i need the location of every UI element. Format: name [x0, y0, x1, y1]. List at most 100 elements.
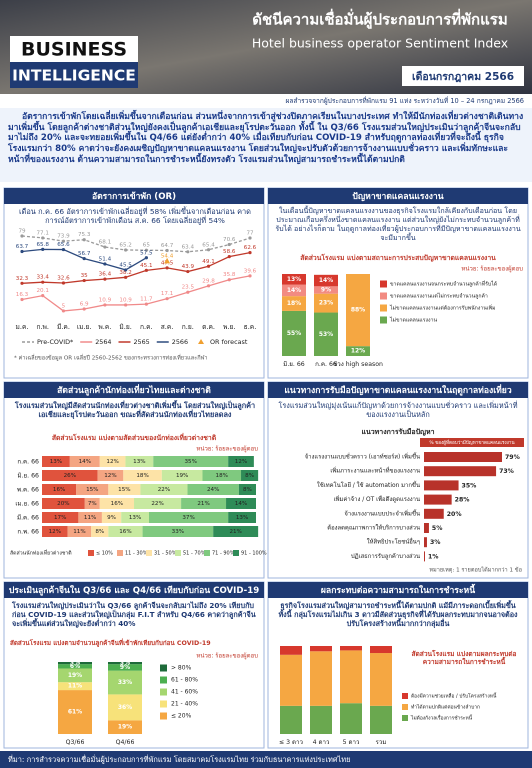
- legend-swatch: [233, 550, 239, 556]
- y-tick-label: เพิ่มภาระงานและหน้าที่ของแรงงาน: [330, 467, 420, 475]
- y-tick-label: มิ.ย. 66: [18, 473, 40, 480]
- bar-segment: [280, 705, 302, 734]
- bar-segment: [67, 526, 92, 537]
- data-label: 51.4: [99, 256, 112, 262]
- legend-label: 2565: [133, 338, 149, 346]
- footer: ที่มา: การสำรวจความเชื่อมั่นผู้ประกอบการ…: [8, 754, 351, 764]
- x-tick-label: ≤ 3 ดาว: [279, 739, 303, 746]
- legend-swatch: [160, 664, 167, 672]
- chart-subtitle: โรงแรมส่วนใหญ่มีสัดส่วนนักท่องเที่ยวต่าง…: [14, 401, 256, 420]
- y-tick-label: เม.ย. 66: [15, 501, 39, 508]
- legend-swatch: [198, 339, 205, 344]
- data-label: 14%: [319, 277, 333, 284]
- legend-swatch: [402, 715, 408, 721]
- bar-segment: [310, 646, 332, 652]
- data-label: 32.3: [16, 276, 29, 282]
- legend-swatch: [402, 693, 408, 699]
- x-tick-label: พ.ค.: [98, 323, 111, 331]
- data-label: 33.4: [36, 275, 49, 281]
- bar-segment: [282, 284, 306, 297]
- data-label: 36%: [118, 704, 132, 711]
- bar-segment: [181, 498, 227, 509]
- bar-segment: [78, 512, 102, 523]
- line: [21, 235, 251, 253]
- bar-segment: [314, 312, 338, 356]
- data-label: 13%: [287, 276, 301, 283]
- section-header: [4, 188, 264, 204]
- point: [186, 269, 190, 274]
- bar-segment: [149, 512, 229, 523]
- x-tick-label: ธ.ค.: [244, 323, 257, 331]
- legend-swatch: [160, 688, 167, 696]
- bar-segment: [108, 670, 142, 695]
- data-label: 9%: [120, 664, 130, 671]
- bar-segment: [226, 498, 256, 509]
- data-label: 12%: [106, 459, 118, 465]
- point: [124, 248, 128, 252]
- data-label: 14%: [79, 459, 91, 465]
- section-title: ประเมินลูกค้าจีนใน Q3/66 และ Q4/66 เทียบ…: [9, 585, 259, 596]
- legend-swatch: [380, 292, 387, 300]
- section-header: [4, 582, 264, 598]
- data-label: 35.8: [223, 272, 236, 278]
- data-label: 24%: [207, 487, 219, 493]
- bar-segment: [101, 512, 122, 523]
- note: หมายเหตุ: 1 รายตอบได้มากกว่า 1 ข้อ: [429, 567, 522, 574]
- bar-segment: [142, 526, 214, 537]
- data-label: 79: [18, 229, 26, 235]
- bar-segment: [314, 274, 338, 287]
- bar-segment: [228, 456, 254, 467]
- data-label: 65.2: [119, 242, 131, 248]
- bar-segment: [58, 664, 92, 669]
- x-tick-label: ม.ค.: [16, 323, 29, 331]
- chart-subtitle: โรงแรมส่วนใหญ่มุ่งเน้นแก้ปัญหาด้วยการจ้า…: [278, 401, 518, 420]
- bar: [424, 494, 452, 505]
- point: [227, 242, 231, 247]
- bar-segment: [340, 703, 362, 734]
- data-label: 16%: [119, 529, 131, 535]
- x-tick-label: ก.ค. 66: [315, 361, 337, 368]
- data-label: 65: [143, 243, 151, 249]
- data-label: 54.4: [161, 253, 174, 259]
- legend-swatch: [160, 712, 167, 720]
- bar-segment: [310, 705, 332, 734]
- data-label: 68.1: [99, 240, 112, 246]
- data-label: 10.9: [119, 297, 132, 303]
- data-label: 5: [62, 303, 66, 309]
- point: [206, 248, 211, 252]
- forecast-marker: [164, 257, 171, 264]
- bar-segment: [76, 484, 109, 495]
- y-tick-label: ต้องลดคุณภาพการให้บริการบางส่วน: [327, 524, 420, 532]
- bar: [424, 466, 497, 477]
- bar-segment: [282, 296, 306, 311]
- x-tick-label: เม.ย.: [77, 323, 92, 331]
- y-tick-label: เพิ่มค่าจ้าง / OT เพื่อดึงดูดแรงงาน: [334, 495, 420, 503]
- bar-segment: [91, 526, 109, 537]
- data-label: 45.1: [140, 263, 153, 269]
- data-label: 21%: [229, 529, 241, 535]
- data-label: 13%: [236, 515, 248, 521]
- data-label: 79%: [505, 454, 520, 461]
- data-label: 12%: [49, 529, 61, 535]
- axis-label-strip: [420, 438, 524, 447]
- legend-label: ≤ 10%: [96, 551, 113, 557]
- point: [41, 247, 45, 251]
- logo-text: INTELLIGENCE: [12, 67, 136, 85]
- data-label: 28%: [455, 497, 470, 504]
- bar-segment: [134, 498, 182, 509]
- bar-segment: [153, 456, 229, 467]
- point: [165, 266, 169, 270]
- data-label: 8%: [245, 473, 254, 479]
- data-label: 62.6: [244, 245, 257, 251]
- bar-segment: [108, 720, 142, 734]
- data-label: 77: [246, 231, 254, 237]
- point: [41, 294, 45, 298]
- data-label: 15%: [86, 487, 98, 493]
- legend-label: ต้องมีความช่วยเหลือ / ปรับโครงสร้างหนี้: [411, 691, 497, 700]
- logo-box: [10, 62, 138, 88]
- point: [20, 234, 24, 238]
- point: [103, 262, 107, 266]
- x-tick-label: ต.ค.: [202, 323, 215, 331]
- data-label: 15%: [118, 487, 130, 493]
- point: [82, 256, 86, 261]
